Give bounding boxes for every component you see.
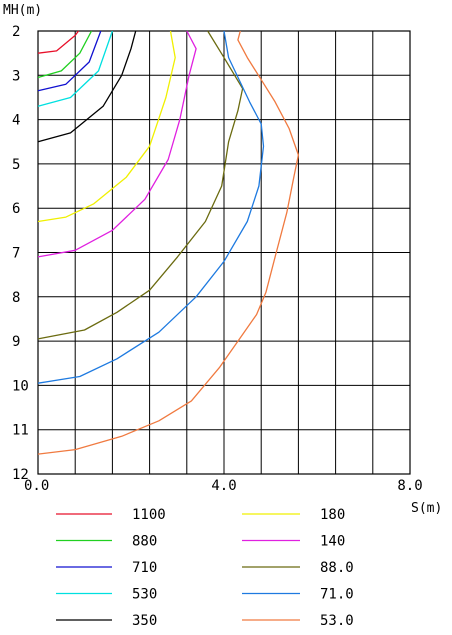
legend-label-1100: 1100 bbox=[132, 507, 166, 523]
y-tick-label: 9 bbox=[12, 334, 20, 350]
x-tick-labels: 0.0 4.0 8.0 bbox=[24, 478, 423, 494]
legend-label-710: 710 bbox=[132, 560, 157, 576]
contour-line-88.0 bbox=[37, 30, 244, 340]
y-tick-label: 12 bbox=[12, 467, 29, 483]
x-axis-label: S(m) bbox=[411, 501, 442, 516]
x-tick-label: 0.0 bbox=[24, 478, 49, 494]
y-axis-label: MH(m) bbox=[3, 3, 42, 18]
legend: 1100 880 710 530 350 180 140 88.0 71.0 53.0 bbox=[56, 507, 354, 629]
x-tick-label: 4.0 bbox=[211, 478, 236, 494]
contour-line-530 bbox=[37, 30, 114, 107]
contour-line-53.0 bbox=[37, 30, 300, 455]
y-tick-label: 2 bbox=[12, 24, 20, 40]
y-tick-label: 10 bbox=[12, 378, 29, 394]
y-tick-label: 8 bbox=[12, 290, 20, 306]
y-tick-label: 11 bbox=[12, 423, 29, 439]
legend-label-350: 350 bbox=[132, 613, 157, 629]
legend-label-71.0: 71.0 bbox=[320, 587, 354, 603]
contour-lines bbox=[37, 30, 300, 455]
grid bbox=[37, 30, 411, 475]
legend-label-180: 180 bbox=[320, 507, 345, 523]
y-tick-label: 4 bbox=[12, 113, 20, 129]
y-tick-labels: 2 3 4 5 6 7 8 9 10 11 12 bbox=[12, 24, 29, 483]
legend-label-880: 880 bbox=[132, 534, 157, 550]
contour-line-350 bbox=[37, 30, 137, 143]
contour-line-710 bbox=[37, 30, 102, 92]
y-tick-label: 3 bbox=[12, 68, 20, 84]
x-tick-label: 8.0 bbox=[397, 478, 422, 494]
y-tick-label: 5 bbox=[12, 157, 20, 173]
y-tick-label: 6 bbox=[12, 201, 20, 217]
contour-line-180 bbox=[37, 30, 176, 223]
y-tick-label: 7 bbox=[12, 246, 20, 262]
contour-line-1100 bbox=[37, 30, 80, 54]
contour-line-140 bbox=[37, 30, 197, 258]
contour-line-71.0 bbox=[37, 30, 265, 384]
legend-label-88.0: 88.0 bbox=[320, 560, 354, 576]
legend-label-53.0: 53.0 bbox=[320, 613, 354, 629]
contour-line-880 bbox=[37, 30, 93, 79]
legend-label-530: 530 bbox=[132, 587, 157, 603]
legend-label-140: 140 bbox=[320, 534, 345, 550]
